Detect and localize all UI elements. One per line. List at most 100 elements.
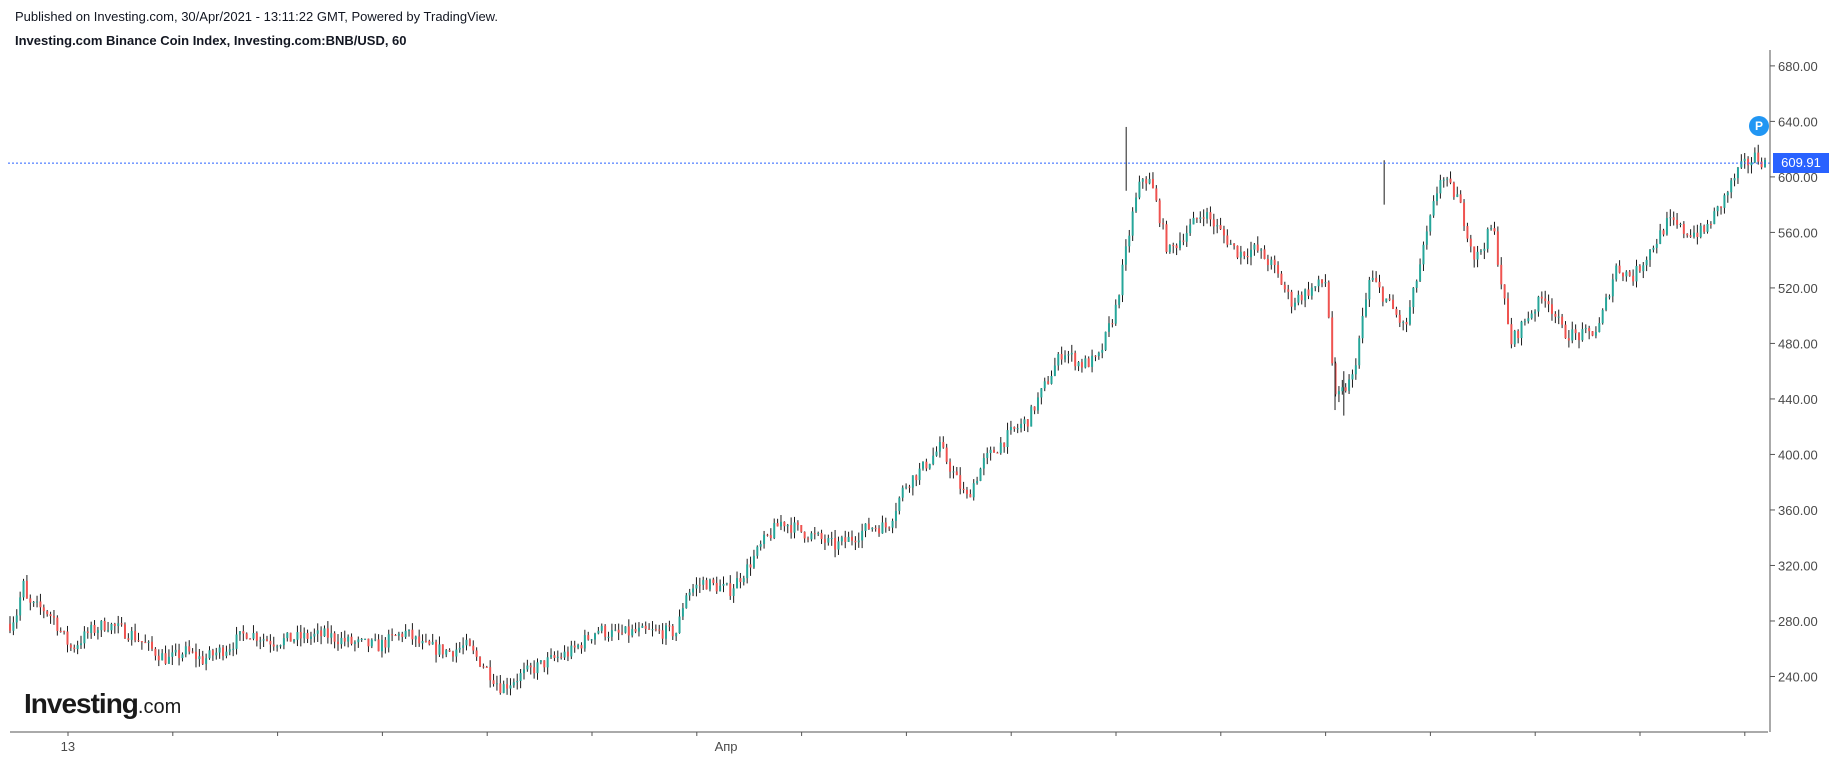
candle xyxy=(1446,176,1449,187)
candle xyxy=(1314,286,1317,292)
candle xyxy=(1486,227,1489,253)
candle xyxy=(1550,298,1553,321)
candle xyxy=(330,625,333,645)
candle xyxy=(475,647,478,661)
candle xyxy=(796,520,799,531)
candle xyxy=(343,630,346,647)
candle xyxy=(1635,259,1638,288)
candle xyxy=(1348,374,1351,394)
candle xyxy=(279,644,282,649)
candle xyxy=(323,625,326,637)
candle xyxy=(468,638,471,647)
candle xyxy=(455,642,458,663)
candle xyxy=(512,678,515,688)
candle xyxy=(1344,383,1347,393)
candle xyxy=(1588,325,1591,340)
candle xyxy=(252,625,255,641)
candle xyxy=(12,616,15,636)
candle xyxy=(1189,218,1192,236)
candle xyxy=(773,518,776,540)
candle xyxy=(441,644,444,659)
candle xyxy=(63,630,66,635)
candle xyxy=(1368,276,1371,307)
candle xyxy=(127,633,130,642)
candle xyxy=(536,658,539,680)
candle xyxy=(1219,217,1222,230)
candle xyxy=(140,641,143,650)
candle xyxy=(1239,245,1242,265)
candle xyxy=(1439,174,1442,199)
candle xyxy=(952,465,955,479)
candle xyxy=(725,582,728,586)
candle xyxy=(580,642,583,654)
candle xyxy=(1263,245,1266,260)
candle xyxy=(1625,270,1628,282)
candle xyxy=(844,530,847,549)
candle xyxy=(1527,311,1530,324)
candle xyxy=(993,446,996,453)
candle xyxy=(232,642,235,657)
candle xyxy=(752,549,755,569)
candle xyxy=(167,649,170,665)
candle xyxy=(982,453,985,476)
candle xyxy=(1419,258,1422,283)
candle xyxy=(1293,297,1296,311)
candle xyxy=(1135,192,1138,213)
candle xyxy=(337,634,340,651)
candle xyxy=(763,530,766,549)
candle xyxy=(1385,298,1388,303)
candle xyxy=(25,575,28,599)
candle xyxy=(1422,241,1425,272)
candle xyxy=(793,516,796,539)
candle xyxy=(1723,193,1726,214)
candle xyxy=(1206,207,1209,224)
candle xyxy=(1337,386,1340,403)
candle xyxy=(1250,241,1253,266)
candle xyxy=(1040,387,1043,405)
candle xyxy=(1324,274,1327,287)
candle xyxy=(69,643,72,652)
candle xyxy=(367,638,370,653)
candle xyxy=(1080,358,1083,373)
candle xyxy=(1571,321,1574,344)
candle xyxy=(1567,330,1570,348)
candle xyxy=(695,577,698,597)
y-tick-label: 440.00 xyxy=(1778,392,1818,407)
price-marker-icon[interactable]: P xyxy=(1749,116,1769,136)
candle xyxy=(380,634,383,658)
candle xyxy=(309,631,312,645)
candle xyxy=(813,526,816,540)
candle xyxy=(526,659,529,672)
candle xyxy=(1456,186,1459,198)
candle xyxy=(151,636,154,652)
candle xyxy=(1260,248,1263,259)
candle xyxy=(174,643,177,656)
candle xyxy=(431,633,434,645)
candle xyxy=(1615,263,1618,282)
candle xyxy=(1185,225,1188,247)
candle xyxy=(661,623,664,645)
investing-logo[interactable]: Investing.com xyxy=(24,688,181,720)
candle xyxy=(370,638,373,649)
candle xyxy=(539,660,542,665)
candle xyxy=(935,446,938,457)
candle xyxy=(864,523,867,538)
candle xyxy=(837,536,840,555)
candle xyxy=(218,644,221,659)
candle xyxy=(1429,214,1432,236)
candle xyxy=(607,631,610,642)
candle xyxy=(1195,217,1198,223)
candle xyxy=(915,474,918,487)
candle xyxy=(316,623,319,643)
candle xyxy=(742,575,745,586)
candle xyxy=(1601,308,1604,325)
candle xyxy=(1310,283,1313,300)
candle xyxy=(1131,207,1134,241)
candle xyxy=(1412,287,1415,314)
candle xyxy=(1628,270,1631,277)
candle xyxy=(1449,171,1452,185)
candle xyxy=(922,461,925,471)
candle xyxy=(1111,319,1114,328)
candle xyxy=(698,577,701,593)
